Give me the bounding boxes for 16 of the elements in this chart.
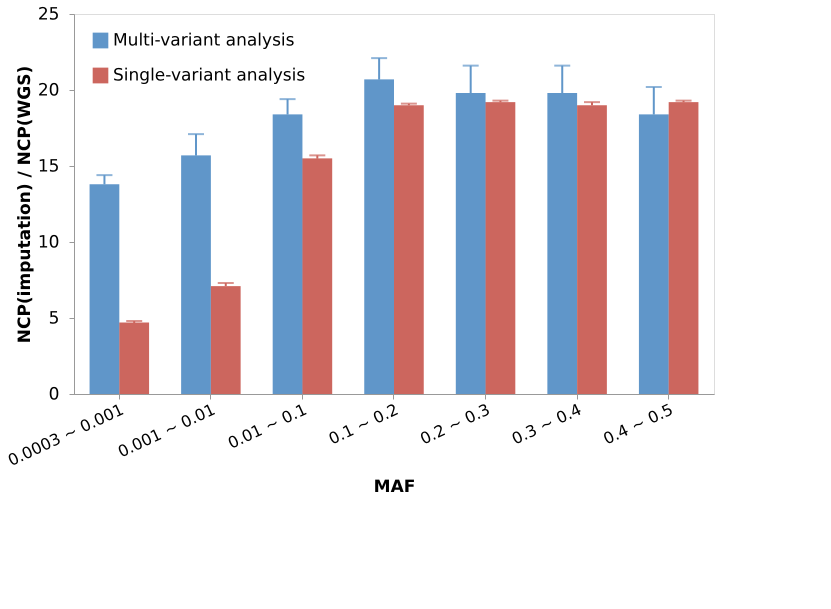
y-tick-label: 5: [48, 308, 60, 328]
legend-label: Single-variant analysis: [113, 66, 306, 86]
y-axis-title: NCP(imputation) / NCP(WGS): [14, 66, 35, 344]
x-tick-label: 0.1 ~ 0.2: [326, 400, 402, 448]
y-tick-label: 0: [48, 384, 60, 404]
x-tick-label: 0.3 ~ 0.4: [508, 400, 584, 448]
y-tick-label: 10: [38, 232, 60, 252]
legend-label: Multi-variant analysis: [113, 30, 295, 50]
x-axis-title: MAF: [374, 476, 416, 497]
x-tick-label: 0.01 ~ 0.1: [224, 400, 310, 453]
y-tick-label: 15: [38, 156, 60, 176]
x-tick-label: 0.4 ~ 0.5: [600, 400, 676, 448]
x-tick-label: 0.2 ~ 0.3: [417, 400, 493, 448]
bar: [210, 286, 241, 394]
y-tick-label: 20: [38, 80, 60, 100]
y-tick-label: 25: [38, 4, 60, 24]
